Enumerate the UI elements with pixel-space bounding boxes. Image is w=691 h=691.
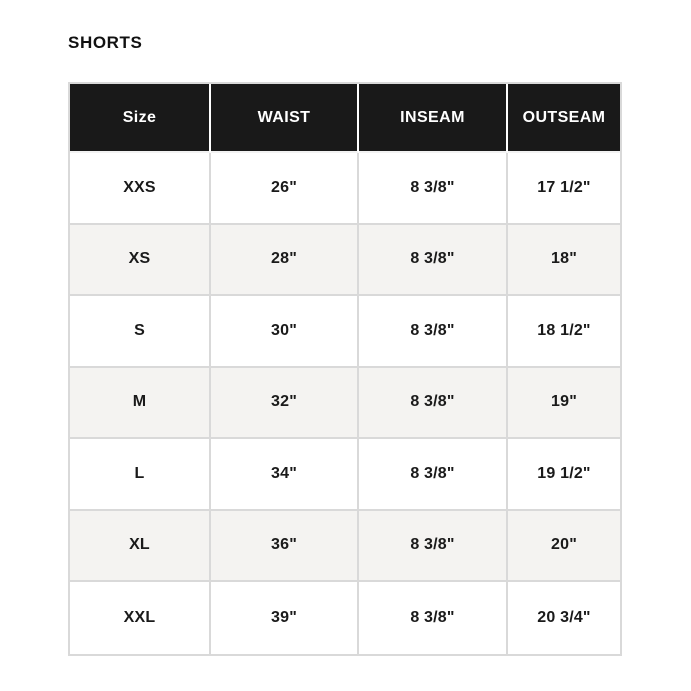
table-row: L 34" 8 3/8" 19 1/2" — [70, 439, 620, 511]
header-cell-waist: WAIST — [211, 84, 359, 153]
table-row: XXS 26" 8 3/8" 17 1/2" — [70, 153, 620, 225]
cell-waist: 26" — [211, 153, 359, 225]
cell-outseam: 17 1/2" — [508, 153, 620, 225]
cell-outseam: 19 1/2" — [508, 439, 620, 511]
cell-outseam: 19" — [508, 367, 620, 439]
cell-inseam: 8 3/8" — [359, 153, 508, 225]
cell-inseam: 8 3/8" — [359, 224, 508, 296]
cell-waist: 34" — [211, 439, 359, 511]
cell-outseam: 20" — [508, 510, 620, 582]
cell-waist: 39" — [211, 582, 359, 654]
cell-size: XXL — [70, 582, 211, 654]
cell-outseam: 20 3/4" — [508, 582, 620, 654]
cell-inseam: 8 3/8" — [359, 582, 508, 654]
cell-size: M — [70, 367, 211, 439]
table-row: XXL 39" 8 3/8" 20 3/4" — [70, 582, 620, 654]
cell-waist: 30" — [211, 296, 359, 368]
cell-size: XXS — [70, 153, 211, 225]
size-chart-table: Size WAIST INSEAM OUTSEAM XXS 26" 8 3/8"… — [70, 84, 620, 654]
cell-size: S — [70, 296, 211, 368]
header-cell-outseam: OUTSEAM — [508, 84, 620, 153]
cell-outseam: 18" — [508, 224, 620, 296]
header-cell-inseam: INSEAM — [359, 84, 508, 153]
cell-waist: 28" — [211, 224, 359, 296]
cell-inseam: 8 3/8" — [359, 296, 508, 368]
table-row: XL 36" 8 3/8" 20" — [70, 510, 620, 582]
cell-inseam: 8 3/8" — [359, 510, 508, 582]
cell-size: XS — [70, 224, 211, 296]
cell-outseam: 18 1/2" — [508, 296, 620, 368]
size-chart-title: SHORTS — [68, 33, 143, 52]
size-chart-table-wrapper: Size WAIST INSEAM OUTSEAM XXS 26" 8 3/8"… — [68, 82, 622, 656]
table-row: M 32" 8 3/8" 19" — [70, 367, 620, 439]
table-row: S 30" 8 3/8" 18 1/2" — [70, 296, 620, 368]
table-row: XS 28" 8 3/8" 18" — [70, 224, 620, 296]
cell-waist: 32" — [211, 367, 359, 439]
table-header-row: Size WAIST INSEAM OUTSEAM — [70, 84, 620, 153]
cell-waist: 36" — [211, 510, 359, 582]
cell-size: L — [70, 439, 211, 511]
header-cell-size: Size — [70, 84, 211, 153]
cell-inseam: 8 3/8" — [359, 367, 508, 439]
cell-inseam: 8 3/8" — [359, 439, 508, 511]
cell-size: XL — [70, 510, 211, 582]
